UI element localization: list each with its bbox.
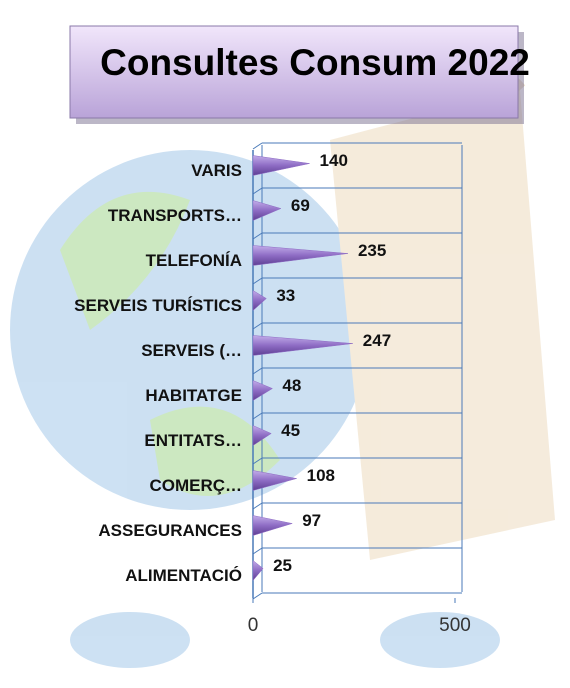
row-divider-depth [252, 457, 263, 465]
row-divider-depth [252, 412, 263, 420]
bar [252, 559, 264, 582]
row-divider-depth [252, 142, 263, 150]
row-divider-depth [252, 232, 263, 240]
row-divider-depth [252, 277, 263, 285]
bar [252, 380, 273, 401]
y-tick-label: COMERÇ… [149, 476, 242, 495]
bar [252, 515, 293, 536]
value-label: 108 [307, 466, 335, 485]
value-label: 69 [291, 196, 310, 215]
y-tick-label: VARIS [191, 161, 242, 180]
bar [252, 200, 282, 221]
y-tick-label: TELEFONÍA [146, 251, 242, 270]
bar [252, 290, 267, 312]
x-tick-label: 0 [248, 615, 259, 636]
y-tick-label: SERVEIS TURÍSTICS [74, 296, 242, 315]
y-tick-label: HABITATGE [145, 386, 242, 405]
value-label: 45 [281, 421, 300, 440]
value-label: 33 [276, 286, 295, 305]
bar [252, 155, 310, 176]
background-art [10, 37, 555, 668]
bar [252, 245, 348, 266]
value-label: 48 [282, 376, 301, 395]
value-label: 97 [302, 511, 321, 530]
x-tick-label: 500 [439, 615, 471, 636]
y-tick-label: TRANSPORTS… [108, 206, 242, 225]
y-tick-label: ALIMENTACIÓ [125, 566, 242, 585]
row-divider-depth [252, 322, 263, 330]
row-divider-depth [252, 367, 263, 375]
title-box [69, 25, 519, 119]
value-label: 247 [363, 331, 391, 350]
value-label: 235 [358, 241, 386, 260]
row-divider-depth [252, 547, 263, 555]
y-tick-label: ENTITATS… [144, 431, 242, 450]
y-tick-label: ASSEGURANCES [98, 521, 242, 540]
bar [252, 470, 297, 491]
row-divider-depth [252, 502, 263, 510]
chart-title: Consultes Consum 2022 [100, 42, 530, 83]
value-label: 25 [273, 556, 292, 575]
row-divider-depth [252, 187, 263, 195]
bar [252, 425, 272, 446]
bar [252, 335, 353, 356]
value-label: 140 [320, 151, 348, 170]
row-divider-depth [252, 592, 263, 600]
y-tick-label: SERVEIS (… [141, 341, 242, 360]
